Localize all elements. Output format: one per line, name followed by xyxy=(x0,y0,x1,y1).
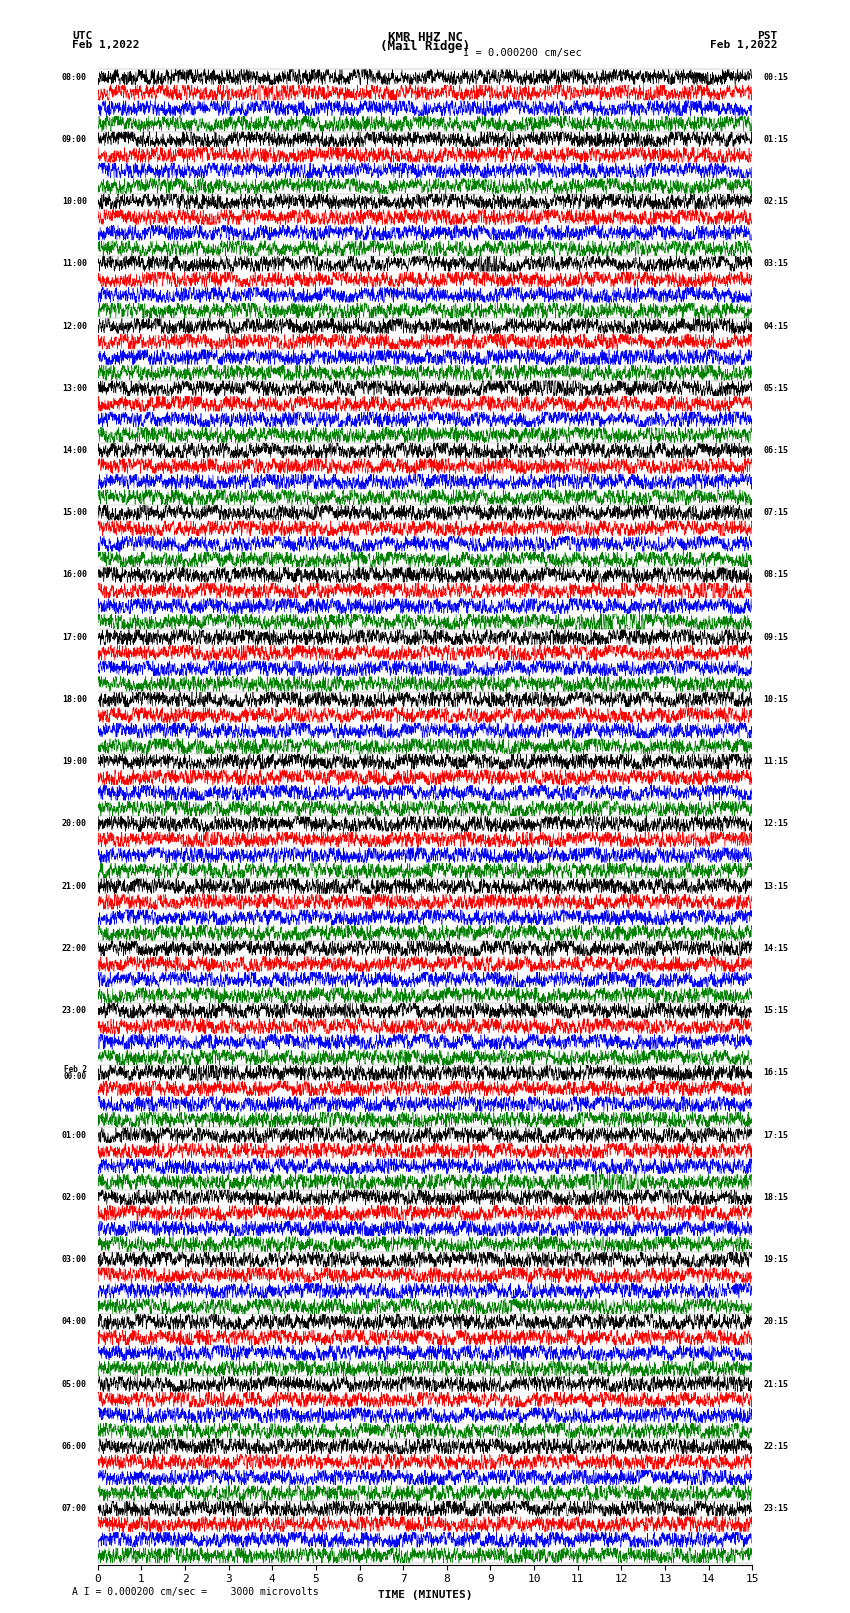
Text: 11:00: 11:00 xyxy=(62,260,87,268)
Text: 11:15: 11:15 xyxy=(763,756,788,766)
Text: Feb 1,2022: Feb 1,2022 xyxy=(72,39,139,50)
Text: 16:15: 16:15 xyxy=(763,1068,788,1077)
Text: Feb 1,2022: Feb 1,2022 xyxy=(711,39,778,50)
Text: 08:15: 08:15 xyxy=(763,571,788,579)
Text: 20:00: 20:00 xyxy=(62,819,87,829)
Text: 17:00: 17:00 xyxy=(62,632,87,642)
Text: A I = 0.000200 cm/sec =    3000 microvolts: A I = 0.000200 cm/sec = 3000 microvolts xyxy=(72,1587,319,1597)
Text: 23:15: 23:15 xyxy=(763,1503,788,1513)
Text: UTC: UTC xyxy=(72,31,93,42)
Text: 08:00: 08:00 xyxy=(62,73,87,82)
Text: 19:15: 19:15 xyxy=(763,1255,788,1265)
Text: 12:00: 12:00 xyxy=(62,321,87,331)
Text: 03:00: 03:00 xyxy=(62,1255,87,1265)
Text: PST: PST xyxy=(757,31,778,42)
Text: 06:15: 06:15 xyxy=(763,447,788,455)
Text: 13:00: 13:00 xyxy=(62,384,87,394)
Text: (Mail Ridge): (Mail Ridge) xyxy=(380,39,470,53)
Text: 01:15: 01:15 xyxy=(763,135,788,144)
Text: 05:15: 05:15 xyxy=(763,384,788,394)
Text: 18:15: 18:15 xyxy=(763,1194,788,1202)
Text: 09:15: 09:15 xyxy=(763,632,788,642)
Text: 04:00: 04:00 xyxy=(62,1318,87,1326)
Text: 07:00: 07:00 xyxy=(62,1503,87,1513)
Text: 09:00: 09:00 xyxy=(62,135,87,144)
Text: 00:00: 00:00 xyxy=(64,1073,87,1081)
Text: 00:15: 00:15 xyxy=(763,73,788,82)
Text: Feb 2: Feb 2 xyxy=(64,1065,87,1074)
Text: 21:00: 21:00 xyxy=(62,882,87,890)
Text: 22:15: 22:15 xyxy=(763,1442,788,1450)
Text: KMR HHZ NC: KMR HHZ NC xyxy=(388,31,462,45)
Text: 05:00: 05:00 xyxy=(62,1379,87,1389)
Text: 10:00: 10:00 xyxy=(62,197,87,206)
Text: 12:15: 12:15 xyxy=(763,819,788,829)
Text: 02:15: 02:15 xyxy=(763,197,788,206)
Text: 16:00: 16:00 xyxy=(62,571,87,579)
Text: 04:15: 04:15 xyxy=(763,321,788,331)
Text: 15:00: 15:00 xyxy=(62,508,87,518)
Text: 19:00: 19:00 xyxy=(62,756,87,766)
Text: 13:15: 13:15 xyxy=(763,882,788,890)
Text: 21:15: 21:15 xyxy=(763,1379,788,1389)
Text: 14:00: 14:00 xyxy=(62,447,87,455)
Text: I = 0.000200 cm/sec: I = 0.000200 cm/sec xyxy=(463,48,582,58)
Text: 10:15: 10:15 xyxy=(763,695,788,703)
Text: 18:00: 18:00 xyxy=(62,695,87,703)
Text: 06:00: 06:00 xyxy=(62,1442,87,1450)
Text: 15:15: 15:15 xyxy=(763,1007,788,1015)
Text: 23:00: 23:00 xyxy=(62,1007,87,1015)
Text: 14:15: 14:15 xyxy=(763,944,788,953)
X-axis label: TIME (MINUTES): TIME (MINUTES) xyxy=(377,1590,473,1600)
Text: 02:00: 02:00 xyxy=(62,1194,87,1202)
Text: 01:00: 01:00 xyxy=(62,1131,87,1140)
Text: 20:15: 20:15 xyxy=(763,1318,788,1326)
Text: 17:15: 17:15 xyxy=(763,1131,788,1140)
Text: 07:15: 07:15 xyxy=(763,508,788,518)
Text: 03:15: 03:15 xyxy=(763,260,788,268)
Text: 22:00: 22:00 xyxy=(62,944,87,953)
